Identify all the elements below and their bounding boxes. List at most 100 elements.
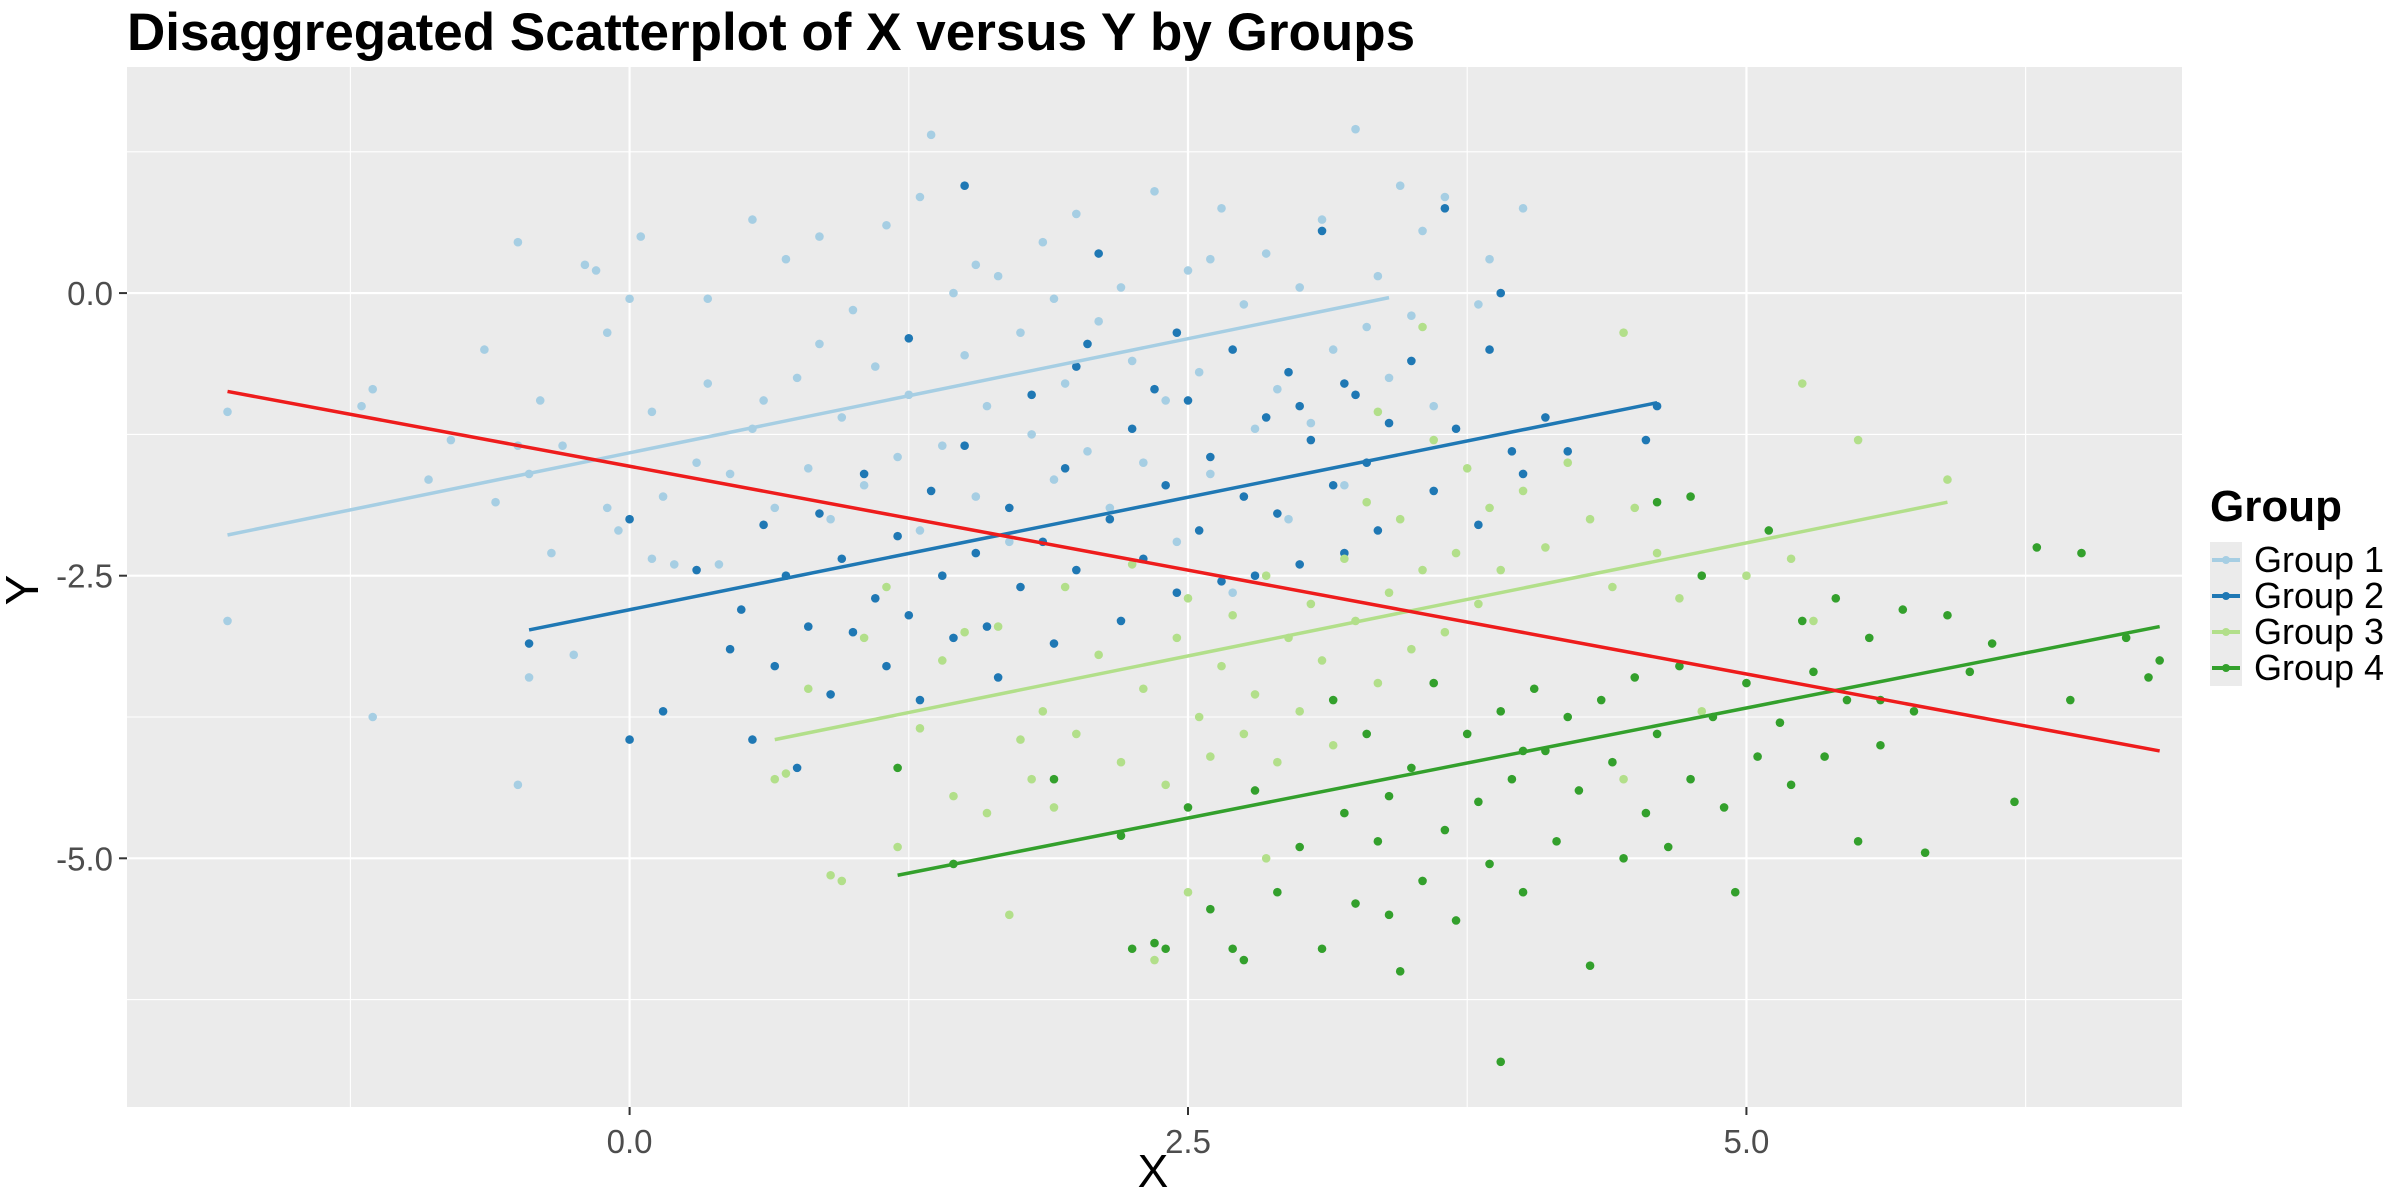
data-point	[703, 294, 713, 304]
data-point	[915, 695, 925, 705]
data-point	[2077, 548, 2086, 558]
data-point	[1485, 503, 1494, 513]
chart-title: Disaggregated Scatterplot of X versus Y …	[127, 3, 1416, 62]
data-point	[1239, 492, 1249, 501]
data-point	[692, 458, 701, 467]
data-point	[1418, 322, 1427, 332]
data-point	[1295, 842, 1304, 852]
group-1-fit-line	[227, 295, 1390, 537]
data-point	[1027, 390, 1036, 400]
data-point	[1250, 690, 1260, 699]
data-point	[1418, 565, 1427, 575]
data-point	[1116, 283, 1126, 292]
data-point	[1429, 401, 1439, 411]
data-point	[1965, 667, 1975, 677]
data-point	[1340, 554, 1349, 564]
data-point	[647, 407, 657, 417]
data-point	[1507, 774, 1517, 784]
data-point	[1139, 458, 1148, 467]
group-3-fit-line	[774, 500, 1948, 742]
data-point	[1127, 560, 1137, 569]
data-point	[636, 232, 646, 241]
data-point	[424, 475, 433, 484]
data-point	[535, 396, 545, 405]
data-point	[960, 627, 969, 637]
data-point	[1206, 254, 1215, 264]
data-point	[1820, 752, 1829, 761]
data-point	[625, 735, 634, 744]
data-point	[837, 876, 847, 886]
data-point	[524, 639, 534, 648]
data-point	[1328, 695, 1338, 705]
data-point	[1809, 616, 1818, 626]
data-point	[1496, 565, 1506, 575]
data-point	[1608, 757, 1617, 767]
data-point	[1641, 435, 1651, 445]
data-point	[2121, 633, 2131, 643]
legend-label: Group 1	[2254, 539, 2385, 580]
data-point	[1652, 729, 1662, 739]
data-point	[1295, 707, 1304, 716]
data-point	[1596, 695, 1606, 705]
data-point	[915, 724, 925, 733]
data-point	[770, 661, 780, 671]
data-point	[882, 220, 891, 230]
data-point	[993, 271, 1003, 281]
data-point	[1373, 837, 1383, 846]
x-tick-label: 5.0	[1723, 1123, 1769, 1160]
data-point	[1194, 367, 1204, 377]
data-point	[368, 384, 378, 394]
data-point	[826, 870, 835, 880]
data-point	[1384, 791, 1394, 801]
data-point	[1943, 610, 1952, 620]
data-point	[1127, 424, 1137, 434]
data-point	[1317, 226, 1327, 236]
data-point	[1060, 464, 1070, 473]
data-point	[893, 763, 902, 773]
data-point	[1094, 249, 1103, 258]
data-point	[1261, 571, 1271, 580]
data-point	[1496, 1057, 1506, 1067]
data-point	[949, 633, 958, 643]
data-point	[1518, 469, 1528, 479]
data-point	[1641, 808, 1651, 818]
data-point	[1373, 678, 1383, 688]
data-point	[781, 769, 791, 778]
data-point	[893, 452, 902, 462]
data-point	[792, 373, 802, 383]
data-point	[1239, 955, 1249, 965]
data-point	[1083, 339, 1092, 349]
data-point	[1407, 763, 1416, 773]
data-point	[1228, 345, 1237, 354]
data-point	[2010, 797, 2019, 807]
data-point	[1898, 605, 1908, 614]
data-point	[1206, 469, 1215, 479]
y-tick-label: 0.0	[67, 275, 113, 312]
data-point	[1496, 707, 1506, 716]
data-point	[1284, 367, 1293, 377]
plot-panel	[127, 67, 2182, 1107]
data-point	[1306, 418, 1316, 428]
data-point	[1384, 418, 1394, 428]
gridlines	[127, 67, 2182, 1107]
data-point	[937, 656, 947, 665]
data-point	[580, 260, 590, 270]
data-point	[1340, 480, 1349, 490]
data-point	[1786, 554, 1796, 564]
data-point	[1217, 661, 1226, 671]
data-point	[558, 441, 567, 450]
data-point	[1429, 486, 1439, 496]
data-point	[1630, 673, 1640, 682]
data-point	[1987, 639, 1997, 648]
data-point	[1094, 317, 1103, 326]
x-axis-title: X	[1138, 1145, 1169, 1197]
legend-key	[2210, 578, 2242, 614]
data-point	[1105, 514, 1115, 524]
data-point	[1440, 627, 1450, 637]
data-point	[1150, 384, 1159, 394]
data-point	[893, 842, 902, 852]
y-axis-title: Y	[0, 575, 48, 606]
data-point	[714, 560, 724, 569]
y-tick-label: -5.0	[56, 840, 113, 877]
data-point	[1049, 475, 1059, 484]
